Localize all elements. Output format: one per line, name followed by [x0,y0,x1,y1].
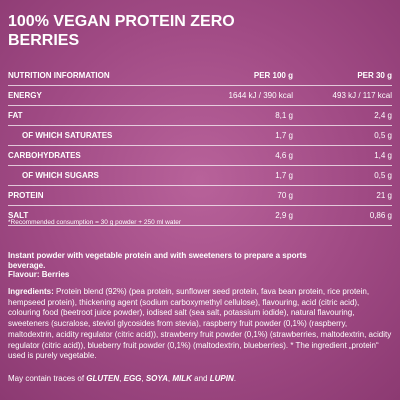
cell: SALT [8,211,29,220]
text-part: EGG [123,374,142,383]
column-header: PER 100 g [253,71,293,80]
table-header: NUTRITION INFORMATION PER 100 g PER 30 g [8,66,392,86]
flavour: Flavour: Berries [8,270,70,279]
text-part: LUPIN [209,374,234,383]
text-part: May contain traces of [8,374,87,383]
text-part: SOYA [145,374,168,383]
text-part: Ingredients: [8,287,54,296]
cell: 0,86 g [369,211,392,220]
cell: 0,5 g [374,131,392,140]
text-part: GLUTEN [86,374,120,383]
text-part: . [233,374,236,383]
column-header: PER 30 g [357,71,392,80]
table-row: PROTEIN 70 g 21 g [8,186,392,206]
cell: OF WHICH SATURATES [22,131,113,140]
table-row: OF WHICH SATURATES 1,7 g 0,5 g [8,126,392,146]
table-row: SALT 2,9 g 0,86 g [8,206,392,226]
footnote: *Recommended consumption = 30 g powder +… [8,219,182,226]
allergens: May contain traces of GLUTEN, EGG, SOYA,… [8,374,236,383]
cell: 1,7 g [275,131,293,140]
text-part: , [167,374,173,383]
ingredients: Ingredients: Protein blend (92%) (pea pr… [8,287,392,362]
description: Instant powder with vegetable protein an… [8,251,307,270]
title: 100% VEGAN PROTEIN ZERO BERRIES [8,13,235,49]
cell: ENERGY [8,91,42,100]
nutrition-table: NUTRITION INFORMATION PER 100 g PER 30 g EN… [8,66,392,226]
table-row: ENERGY 1644 kJ / 390 kcal 493 kJ / 117 kca… [8,86,392,106]
cell: 2,4 g [374,111,392,120]
text-part: and [191,374,210,383]
cell: 4,6 g [275,151,293,160]
cell: 8,1 g [275,111,293,120]
cell: CARBOHYDRATES [8,151,81,160]
cell: 2,9 g [275,211,293,220]
cell: 493 kJ / 117 kcal [332,91,392,100]
text-part: , [141,374,146,383]
cell: FAT [8,111,23,120]
cell: 1,4 g [374,151,392,160]
table-row: OF WHICH SUGARS 1,7 g 0,5 g [8,166,392,186]
cell: 1,7 g [275,171,293,180]
cell: 1644 kJ / 390 kcal [228,91,293,100]
column-header: NUTRITION INFORMATION [8,71,110,80]
text-part: , [119,374,124,383]
text-part: MILK [172,374,192,383]
cell: 70 g [277,191,293,200]
cell: OF WHICH SUGARS [22,171,99,180]
text-part: Protein blend (92%) (pea protein, sunflo… [8,287,392,361]
table-row: FAT 8,1 g 2,4 g [8,106,392,126]
cell: 21 g [376,191,392,200]
table-row: CARBOHYDRATES 4,6 g 1,4 g [8,146,392,166]
cell: PROTEIN [8,191,44,200]
cell: 0,5 g [374,171,392,180]
